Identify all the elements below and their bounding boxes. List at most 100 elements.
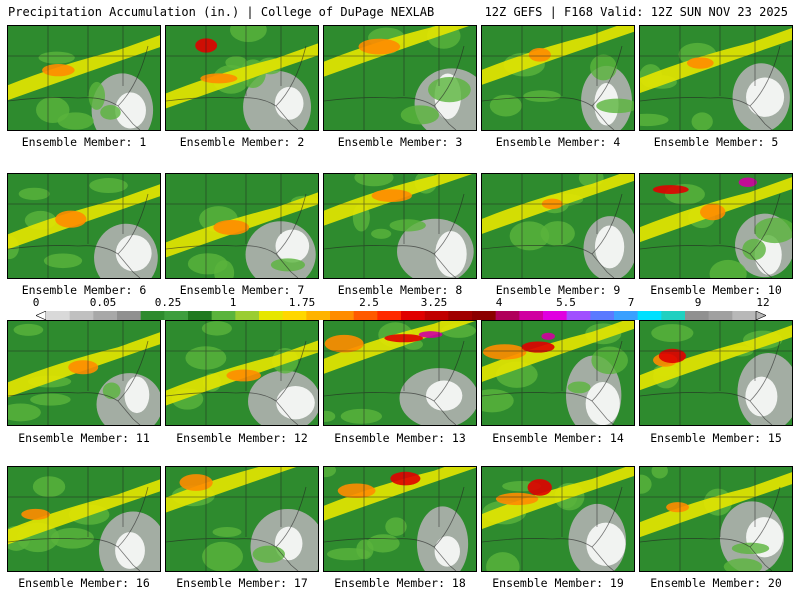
ensemble-member-label: Ensemble Member: 14 [492, 431, 624, 445]
colorbar-segment [306, 311, 331, 320]
precip-map [8, 174, 160, 278]
ensemble-panel [323, 466, 477, 572]
colorbar-segment [495, 311, 520, 320]
colorbar-segment [732, 311, 757, 320]
precip-map [640, 26, 792, 130]
precip-map [8, 26, 160, 130]
colorbar-tick-label: 1 [229, 296, 237, 309]
colorbar-tick-label: 0 [32, 296, 40, 309]
ensemble-member-label: Ensemble Member: 19 [492, 576, 624, 590]
colorbar-segment [282, 311, 307, 320]
precip-map [640, 174, 792, 278]
precip-map [482, 467, 634, 571]
precip-map [482, 174, 634, 278]
ensemble-member-label: Ensemble Member: 1 [21, 135, 147, 149]
ensemble-panel [323, 25, 477, 131]
colorbar-segment [685, 311, 709, 320]
precip-map [166, 321, 318, 425]
colorbar-segment [117, 311, 141, 320]
precip-map [482, 26, 634, 130]
ensemble-member-label: Ensemble Member: 4 [495, 135, 621, 149]
ensemble-panel [165, 466, 319, 572]
colorbar [36, 311, 766, 320]
colorbar-tick-label: 0.25 [154, 296, 182, 309]
colorbar-segment [377, 311, 402, 320]
precip-map [8, 321, 160, 425]
ensemble-panel [7, 173, 161, 279]
ensemble-panel [639, 173, 793, 279]
colorbar-segment [543, 311, 567, 320]
colorbar-tick-label: 12 [756, 296, 770, 309]
ensemble-panel [7, 320, 161, 426]
ensemble-member-label: Ensemble Member: 18 [334, 576, 466, 590]
colorbar-segment [93, 311, 118, 320]
ensemble-member-label: Ensemble Member: 5 [653, 135, 779, 149]
colorbar-segment [401, 311, 425, 320]
ensemble-panel [165, 25, 319, 131]
colorbar-tick-label: 7 [627, 296, 635, 309]
precip-map [640, 467, 792, 571]
colorbar-segment [661, 311, 686, 320]
colorbar-segment [448, 311, 473, 320]
precip-map [166, 174, 318, 278]
colorbar-segment [188, 311, 212, 320]
colorbar-labels: 0 0.05 0.25 1 1.75 2.5 3.25 4 5.5 7 9 12 [0, 296, 800, 310]
colorbar-segment [614, 311, 638, 320]
colorbar-segment [46, 311, 70, 320]
colorbar-segment [235, 311, 260, 320]
ensemble-member-label: Ensemble Member: 10 [650, 283, 782, 297]
colorbar-segment [566, 311, 591, 320]
ensemble-member-label: Ensemble Member: 15 [650, 431, 782, 445]
ensemble-member-label: Ensemble Member: 16 [18, 576, 150, 590]
colorbar-tick-label: 1.75 [288, 296, 316, 309]
ensemble-member-label: Ensemble Member: 8 [337, 283, 463, 297]
colorbar-segment [708, 311, 733, 320]
colorbar-segment [637, 311, 662, 320]
colorbar-tick-label: 0.05 [89, 296, 117, 309]
precip-map [324, 26, 476, 130]
valid-time: 12Z GEFS | F168 Valid: 12Z SUN NOV 23 20… [484, 5, 788, 19]
colorbar-tick-label: 5.5 [556, 296, 576, 309]
precip-map [166, 26, 318, 130]
ensemble-member-label: Ensemble Member: 12 [176, 431, 308, 445]
colorbar-segment [424, 311, 449, 320]
precip-map [324, 467, 476, 571]
ensemble-panel [639, 25, 793, 131]
ensemble-member-label: Ensemble Member: 3 [337, 135, 463, 149]
precip-map [324, 174, 476, 278]
ensemble-member-label: Ensemble Member: 11 [18, 431, 150, 445]
ensemble-panel [7, 25, 161, 131]
colorbar-segment [140, 311, 165, 320]
ensemble-panel [165, 173, 319, 279]
ensemble-panel [481, 25, 635, 131]
ensemble-panel [323, 320, 477, 426]
colorbar-tick-label: 3.25 [420, 296, 448, 309]
ensemble-panel [481, 320, 635, 426]
colorbar-segment [259, 311, 283, 320]
precip-map [166, 467, 318, 571]
colorbar-segment [330, 311, 354, 320]
ensemble-member-label: Ensemble Member: 2 [179, 135, 305, 149]
ensemble-panel [165, 320, 319, 426]
colorbar-segment [211, 311, 236, 320]
ensemble-member-label: Ensemble Member: 13 [334, 431, 466, 445]
ensemble-member-label: Ensemble Member: 7 [179, 283, 305, 297]
colorbar-segment [164, 311, 189, 320]
colorbar-segment [519, 311, 544, 320]
page-title: Precipitation Accumulation (in.) | Colle… [8, 5, 435, 19]
colorbar-tick-label: 9 [694, 296, 702, 309]
ensemble-panel [639, 466, 793, 572]
ensemble-member-label: Ensemble Member: 17 [176, 576, 308, 590]
colorbar-tick-label: 2.5 [359, 296, 379, 309]
precip-map [8, 467, 160, 571]
ensemble-panel [323, 173, 477, 279]
precip-map [482, 321, 634, 425]
ensemble-panel [7, 466, 161, 572]
colorbar-segment [472, 311, 496, 320]
ensemble-panel [639, 320, 793, 426]
ensemble-panel [481, 173, 635, 279]
colorbar-segment [353, 311, 378, 320]
precip-map [640, 321, 792, 425]
precip-map [324, 321, 476, 425]
ensemble-member-label: Ensemble Member: 20 [650, 576, 782, 590]
